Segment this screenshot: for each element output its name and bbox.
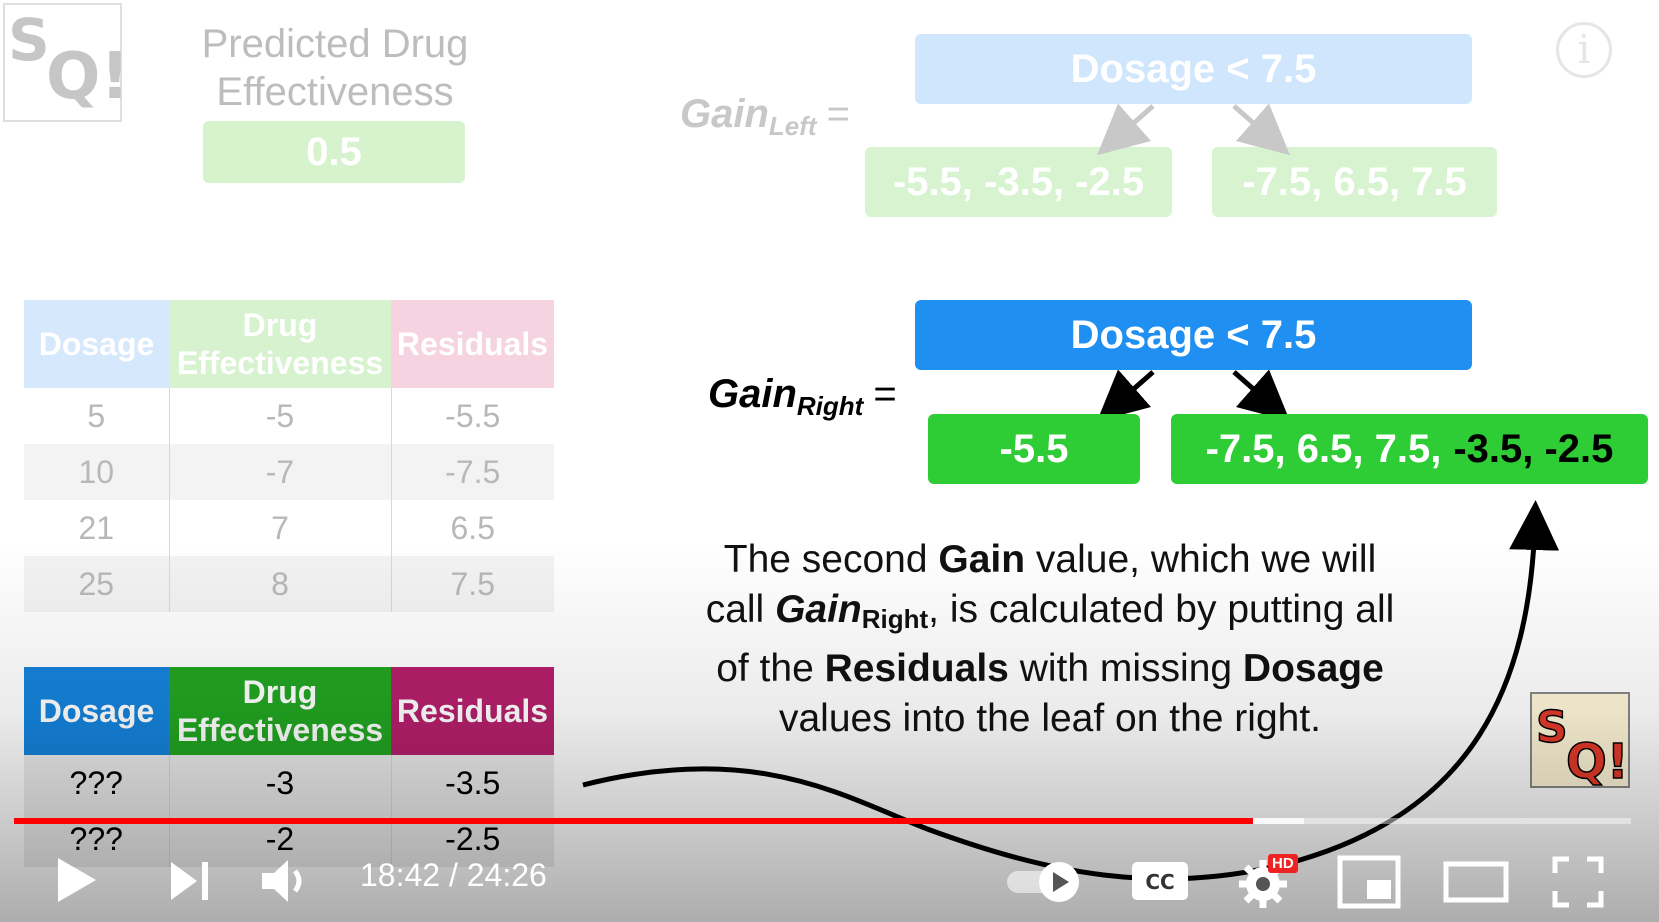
col-header-dosage: Dosage — [24, 667, 169, 755]
svg-text:S: S — [8, 6, 50, 74]
current-time: 18:42 — [360, 857, 441, 893]
theater-icon — [1443, 861, 1509, 903]
cell-effectiveness: 7 — [169, 500, 392, 556]
fullscreen-button[interactable] — [1552, 856, 1604, 908]
known-dosage-table: Dosage Drug Effectiveness Residuals 5 -5-… — [24, 300, 554, 612]
cell-effectiveness: -5 — [169, 388, 392, 444]
settings-button[interactable]: HD — [1237, 854, 1299, 910]
cell-residual: -5.5 — [391, 388, 554, 444]
col-header-drug-effectiveness: Drug Effectiveness — [169, 300, 391, 388]
cell-dosage: 10 — [24, 444, 170, 500]
col-header-drug-effectiveness: Drug Effectiveness — [169, 667, 391, 755]
statquest-logo: S Q! — [0, 0, 130, 125]
miniplayer-button[interactable] — [1337, 854, 1401, 910]
col-header-dosage: Dosage — [24, 300, 169, 388]
cell-effectiveness: 8 — [169, 556, 392, 612]
table-row: ??? -2 -2.5 — [24, 811, 554, 867]
table-row: 25 8 7.5 — [24, 556, 554, 612]
next-button[interactable] — [165, 858, 215, 904]
svg-text:CC: CC — [1145, 870, 1174, 894]
gain-left-label: GainLeft = — [680, 92, 850, 141]
gain-right-right-leaf: -7.5, 6.5, 7.5, -3.5, -2.5 — [1171, 414, 1648, 484]
explanation-caption: The second Gain value, which we will cal… — [705, 538, 1395, 740]
hd-badge: HD — [1268, 854, 1298, 873]
col-header-residuals: Residuals — [391, 300, 554, 388]
settings-icon — [1239, 860, 1287, 908]
cell-dosage: ??? — [24, 755, 170, 811]
miniplayer-icon — [1337, 855, 1401, 909]
autoplay-toggle[interactable] — [1003, 857, 1087, 907]
play-icon — [58, 858, 96, 902]
gain-right-left-leaf: -5.5 — [928, 414, 1140, 484]
cell-dosage: 5 — [24, 388, 170, 444]
theater-button[interactable] — [1443, 860, 1509, 904]
duration: 24:26 — [466, 857, 547, 893]
cell-residual: 6.5 — [391, 500, 554, 556]
table-row: 5 -5 -5.5 — [24, 388, 554, 444]
time-display: 18:42 / 24:26 — [360, 857, 547, 893]
progress-played — [14, 818, 1253, 824]
missing-dosage-table: Dosage Drug Effectiveness Residuals ??? -… — [24, 667, 554, 867]
cell-residual: -3.5 — [391, 755, 554, 811]
next-icon — [171, 862, 208, 900]
gain-left-left-leaf: -5.5, -3.5, -2.5 — [865, 147, 1172, 217]
gain-right-arrow-left — [1096, 369, 1155, 422]
gain-left-arrow-right — [1232, 103, 1291, 156]
fullscreen-icon — [1552, 856, 1604, 908]
curved-pointer-arrow — [582, 500, 1560, 882]
predicted-effectiveness-title: Predicted Drug Effectiveness — [201, 22, 469, 114]
table-row: 21 7 6.5 — [24, 500, 554, 556]
cell-dosage: 21 — [24, 500, 170, 556]
col-header-residuals: Residuals — [391, 667, 554, 755]
cell-dosage: 25 — [24, 556, 170, 612]
table-row: 10 -7 -7.5 — [24, 444, 554, 500]
gain-right-root-node: Dosage < 7.5 — [915, 300, 1472, 370]
cc-button[interactable]: CC — [1130, 858, 1190, 904]
cell-residual: -7.5 — [391, 444, 554, 500]
svg-text:Q!: Q! — [1566, 734, 1629, 790]
gain-left-right-leaf: -7.5, 6.5, 7.5 — [1212, 147, 1497, 217]
svg-text:Q!: Q! — [46, 40, 125, 114]
gain-right-arrow-right — [1232, 369, 1291, 422]
cc-icon: CC — [1132, 862, 1188, 900]
leaf-missing-residuals: -3.5, -2.5 — [1453, 426, 1614, 471]
leaf-known-residuals: -7.5, 6.5, 7.5, — [1205, 426, 1442, 471]
cell-residual: 7.5 — [391, 556, 554, 612]
gain-left-arrow-left — [1096, 103, 1155, 156]
predicted-effectiveness-value: 0.5 — [203, 121, 465, 183]
volume-icon — [262, 860, 302, 902]
cell-effectiveness: -7 — [169, 444, 392, 500]
gain-left-root-node: Dosage < 7.5 — [915, 34, 1472, 104]
table-row: ??? -3 -3.5 — [24, 755, 554, 811]
cell-effectiveness: -3 — [169, 755, 392, 811]
play-button[interactable] — [48, 852, 104, 908]
info-icon[interactable]: i — [1556, 22, 1612, 78]
svg-text:S: S — [1536, 702, 1568, 753]
volume-button[interactable] — [258, 856, 314, 906]
statquest-corner-logo: S Q! — [1528, 690, 1632, 791]
gain-right-label: GainRight = — [708, 372, 897, 421]
